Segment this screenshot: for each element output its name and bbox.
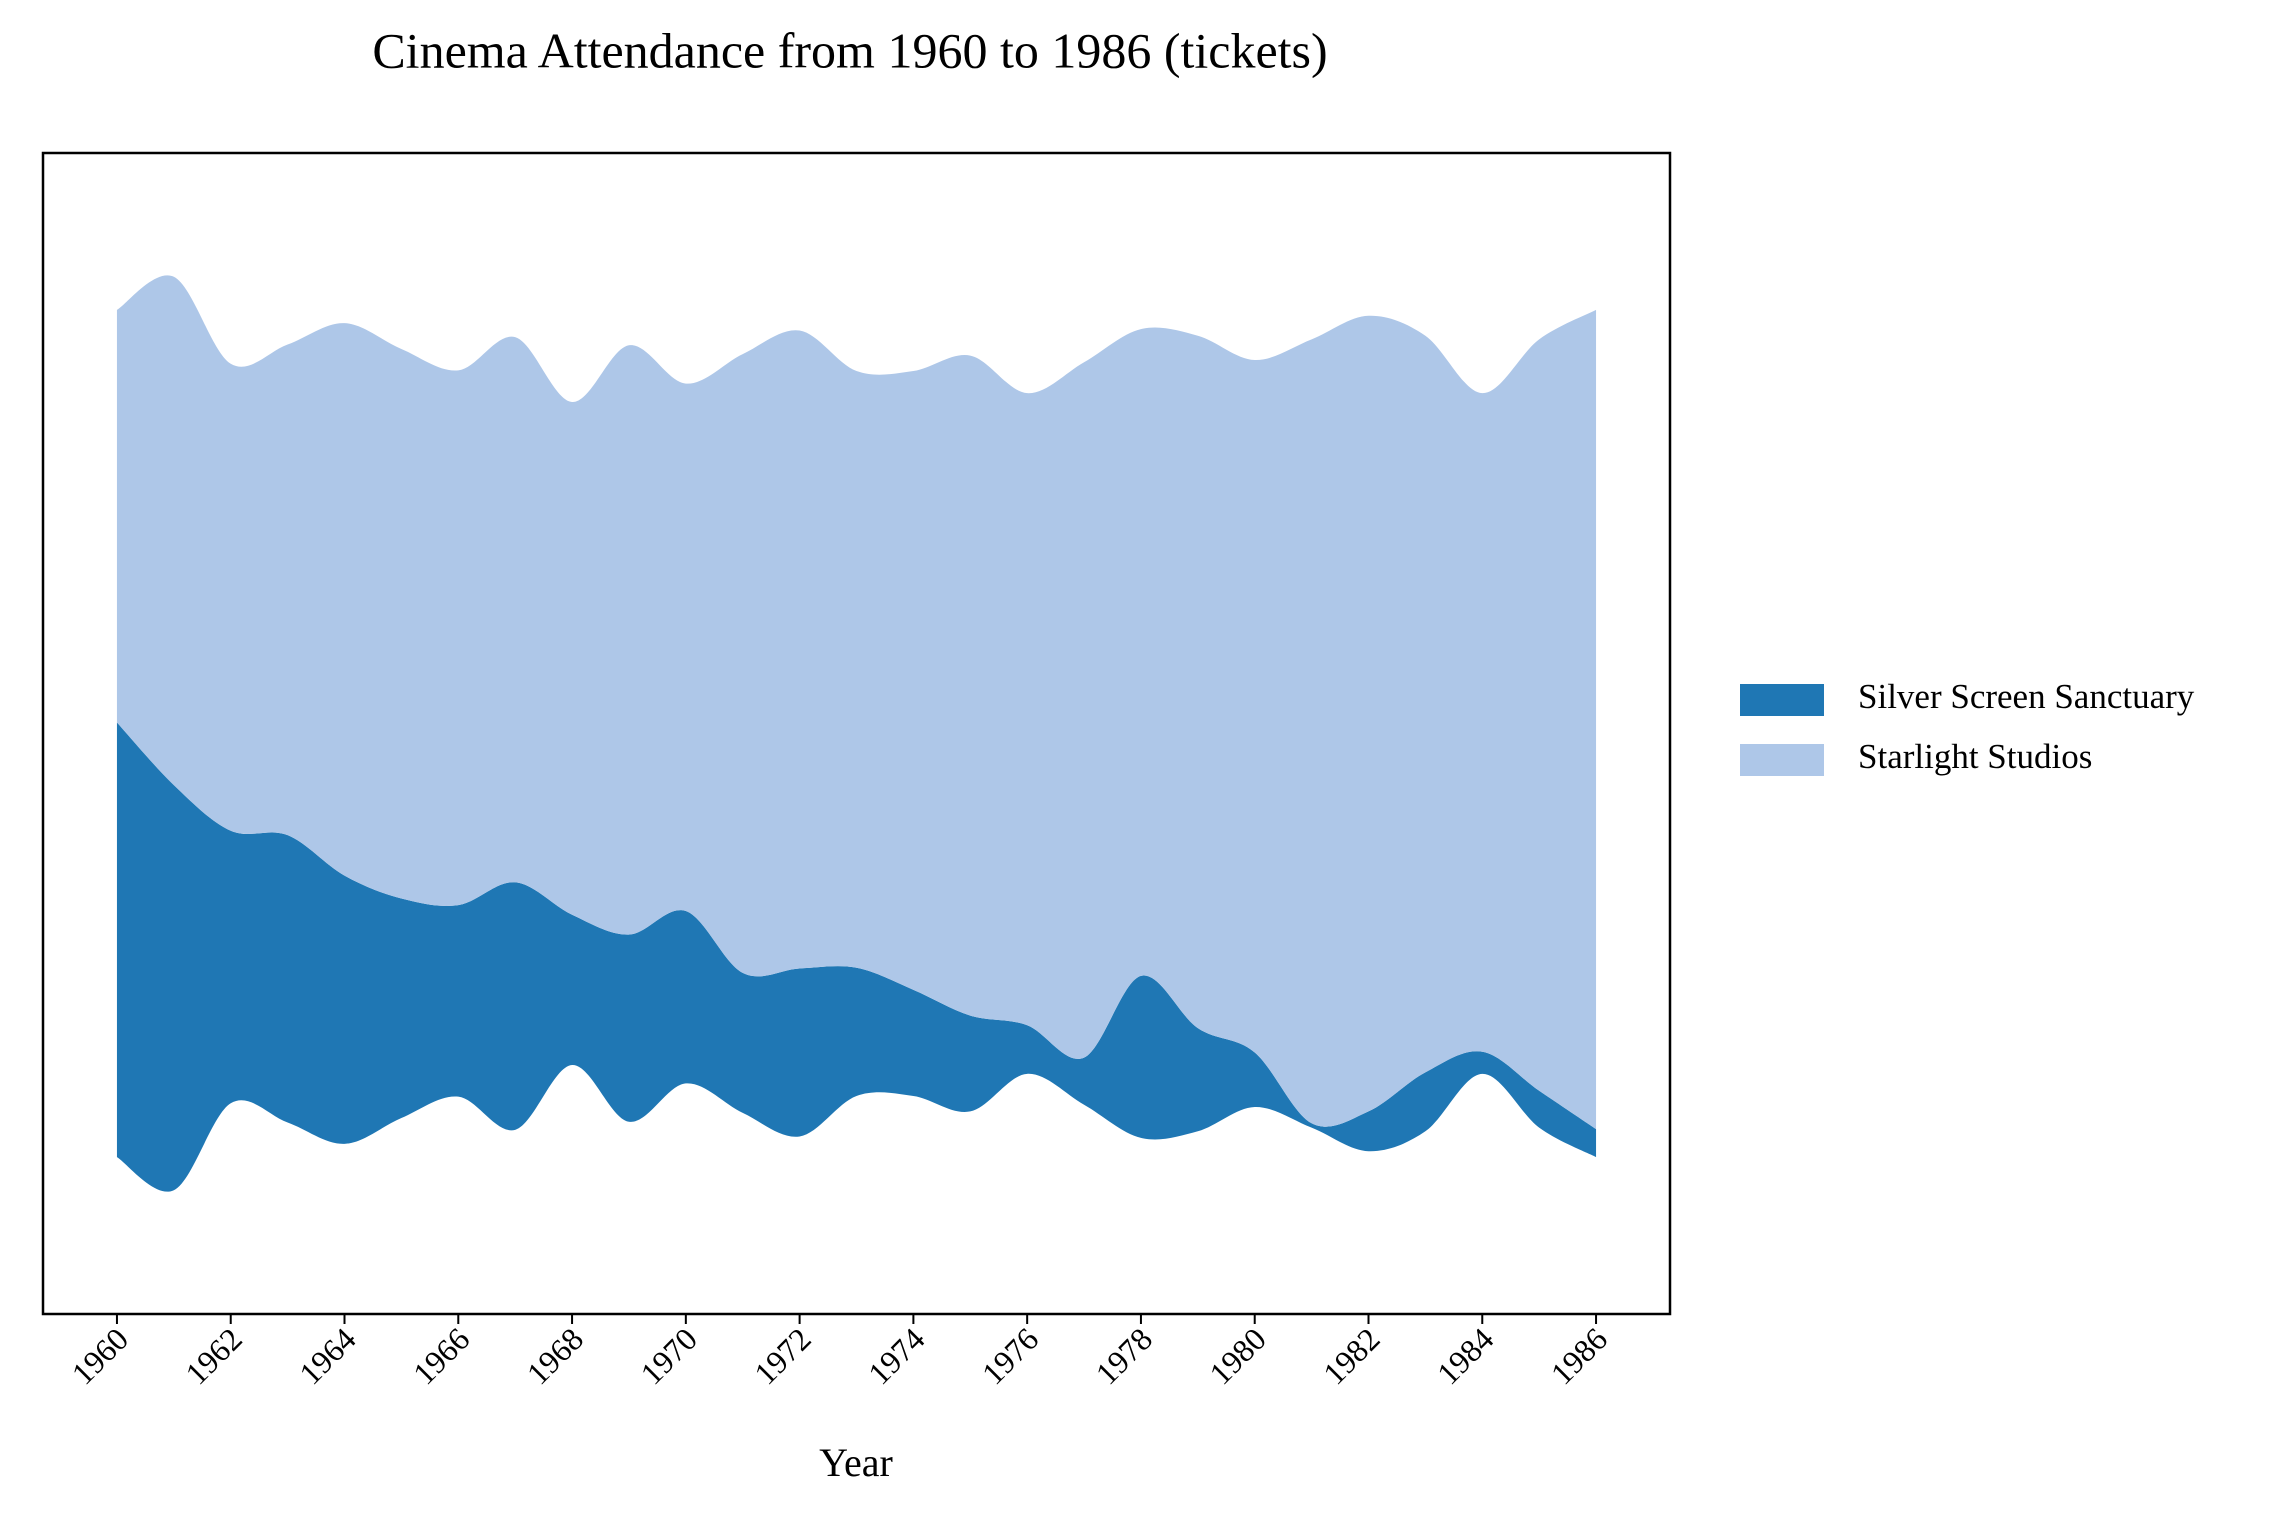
chart-title: Cinema Attendance from 1960 to 1986 (tic… [372,22,1327,78]
x-axis-label: Year [819,1440,893,1485]
x-tick-label: 1966 [406,1321,477,1392]
x-tick-label: 1986 [1543,1321,1614,1392]
x-tick-label: 1962 [178,1321,249,1392]
x-tick-label: 1980 [1202,1321,1273,1392]
stream-area [116,722,1597,1192]
x-tick-label: 1984 [1430,1321,1501,1392]
x-tick-label: 1978 [1088,1321,1159,1392]
stream-area [116,275,1597,1130]
x-tick-label: 1968 [519,1321,590,1392]
plot-frame [41,151,1672,1316]
x-tick-label: 1970 [633,1321,704,1392]
x-tick-label: 1964 [292,1321,363,1392]
x-tick-label: 1972 [747,1321,818,1392]
legend-label: Silver Screen Sanctuary [1858,677,2195,716]
legend-label: Starlight Studios [1858,737,2092,776]
x-tick-label: 1976 [975,1321,1046,1392]
x-tick-label: 1960 [64,1321,135,1392]
x-tick-label: 1974 [861,1321,932,1392]
legend-swatch [1740,744,1824,776]
x-tick-label: 1982 [1316,1321,1387,1392]
legend-swatch [1740,684,1824,716]
